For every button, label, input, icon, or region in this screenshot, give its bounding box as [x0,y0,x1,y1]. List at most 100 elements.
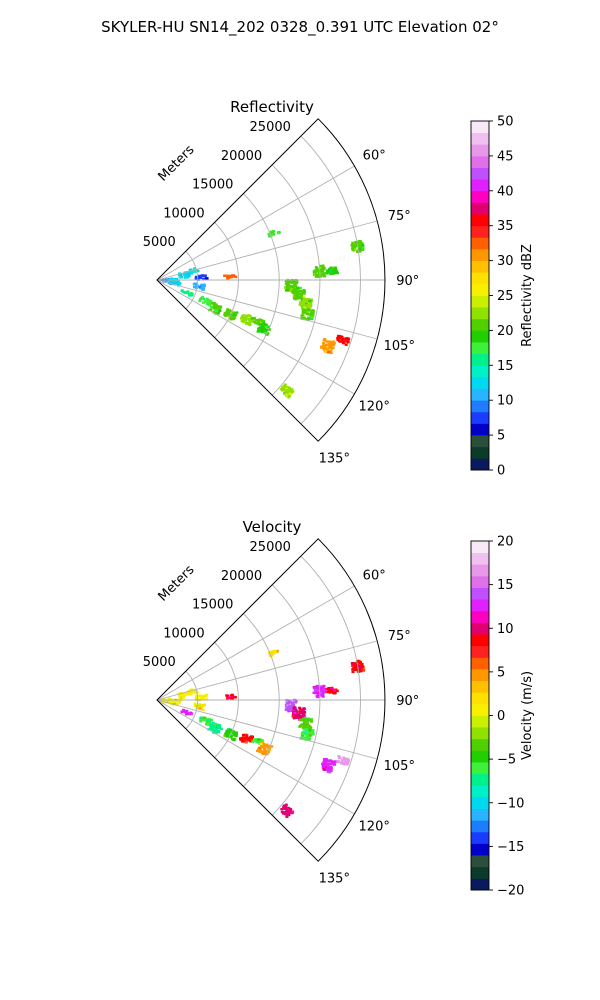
echo-gate [242,320,246,324]
colorbar-segment [471,773,489,786]
echo-gate [333,267,337,270]
echo-gate [333,691,336,694]
echo-gate [299,294,303,297]
echo-gate [226,275,230,279]
echo-gate [303,317,307,321]
echo-gate [314,275,318,278]
echo-gate [286,812,290,815]
echo-gate [218,724,222,727]
echo-gate [294,708,298,712]
echo-gate [203,703,206,706]
colorbar-tick-label: 35 [497,219,514,234]
colorbar-segment [471,727,489,740]
echo-gate [194,691,198,695]
echo-gate [243,317,246,320]
colorbar-segment [471,750,489,763]
echo-gate [171,282,175,285]
echo-gate [332,272,335,275]
echo-gate [338,756,341,760]
echo-gate [172,701,175,704]
echo-gate [340,756,344,760]
figure-title: SKYLER-HU SN14_202 0328_0.391 UTC Elevat… [101,18,499,37]
colorbar-segment [471,446,489,459]
echo-gate [217,726,221,730]
echo-gate [193,286,196,289]
colorbar-segment [471,400,489,413]
echo-cluster [239,733,254,744]
colorbar-segment [471,214,489,227]
echo-gate [350,244,354,247]
echo-gate [302,707,306,710]
echo-gate [299,711,303,714]
echo-gate [314,691,318,694]
echo-gate [261,320,265,323]
echo-gate [283,392,287,395]
echo-gate [340,760,344,763]
echo-gate [178,695,182,698]
echo-gate [294,297,298,301]
echo-gate [232,731,236,734]
echo-gate [336,760,340,763]
range-tick-label: 15000 [192,178,233,193]
colorbar-tick-label: 25 [497,289,514,304]
echo-gate [198,707,202,710]
echo-gate [263,331,267,335]
echo-gate [298,707,302,710]
echo-gate [177,273,181,277]
echo-gate [353,242,356,245]
echo-gate [360,662,364,666]
colorbar-tick-label: 15 [497,578,514,593]
echo-gate [294,284,298,287]
colorbar-segment [471,318,489,331]
azimuth-tick-label: 120° [359,399,390,414]
echo-gate [331,269,335,273]
echo-gate [284,279,288,283]
echo-gate [213,729,217,732]
echo-gate [193,270,197,273]
echo-gate [280,808,284,811]
echo-gate [336,338,340,341]
colorbar-segment [471,260,489,273]
echo-gate [354,662,358,666]
echo-gate [301,710,305,713]
echo-gate [230,696,234,700]
colorbar-segment [471,202,489,215]
echo-gate [194,282,198,285]
colorbar-segment [471,190,489,203]
echo-gate [361,665,365,668]
echo-gate [201,708,205,711]
echo-gate [319,264,323,268]
echo-gate [246,314,250,317]
colorbar-segment [471,353,489,366]
echo-gate [261,329,265,332]
echo-cluster [193,702,206,711]
echo-gate [351,248,355,251]
azimuth-spoke [156,165,355,281]
echo-gate [218,307,222,310]
echo-gate [195,704,199,708]
echo-cluster [192,282,206,291]
echo-gate [172,281,176,284]
echo-gate [232,738,236,742]
echo-gate [356,250,360,253]
echo-gate [226,735,230,738]
echo-gate [321,762,325,766]
echo-gate [260,330,264,334]
polar-grid [156,538,386,862]
echo-gate [167,699,171,702]
echo-gate [183,276,187,279]
echo-gate [190,691,194,694]
colorbar-segment [471,144,489,157]
echo-gate [306,318,310,322]
echo-gate [307,297,310,301]
echo-gate [303,298,307,301]
echo-gate [275,649,279,653]
echo-gate [270,233,274,236]
echo-gate [231,274,235,277]
echo-gate [322,768,326,771]
echo-gate [295,292,299,296]
echo-gate [354,241,358,244]
echo-gate [313,273,317,276]
echo-gate [291,810,295,813]
echo-gate [223,274,227,277]
